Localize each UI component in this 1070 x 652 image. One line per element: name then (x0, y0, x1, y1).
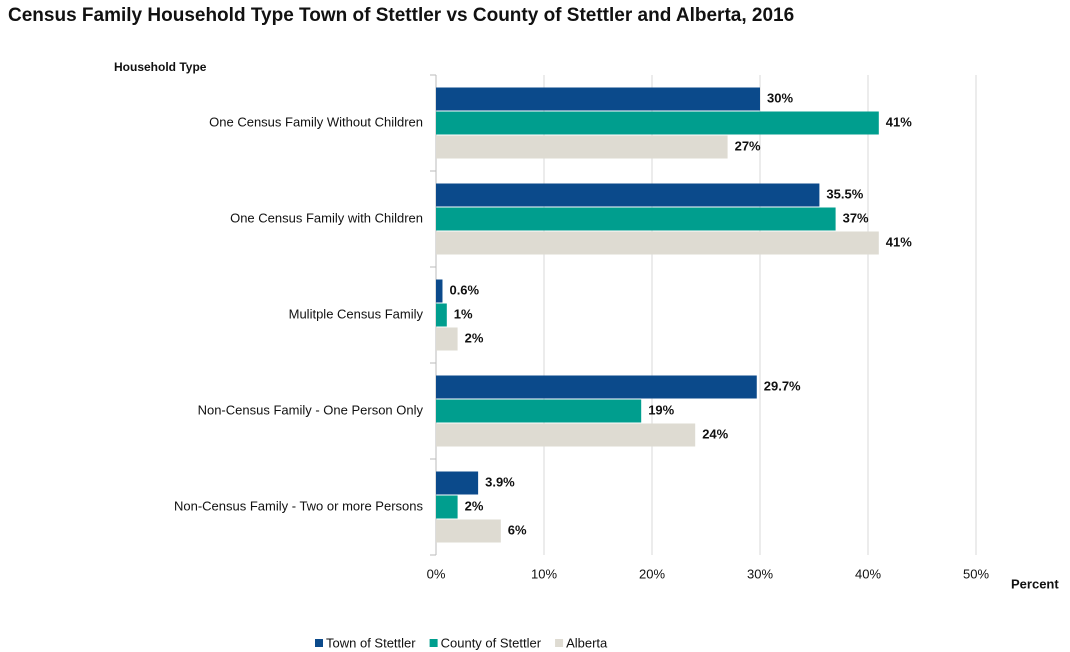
chart-title: Census Family Household Type Town of Ste… (8, 5, 794, 26)
data-label: 41% (886, 114, 912, 129)
data-label: 3.9% (485, 474, 515, 489)
legend-label: Alberta (566, 635, 608, 650)
bar (436, 303, 447, 327)
data-label: 0.6% (449, 282, 479, 297)
data-label: 29.7% (764, 378, 801, 393)
data-label: 30% (767, 90, 793, 105)
x-tick-label: 0% (427, 566, 446, 581)
bar (436, 111, 879, 135)
bar (436, 135, 728, 159)
bar (436, 231, 879, 255)
bar (436, 327, 458, 351)
data-label: 2% (465, 498, 484, 513)
legend-swatch (555, 639, 564, 647)
data-label: 37% (843, 210, 869, 225)
legend-label: County of Stettler (441, 635, 542, 650)
x-axis-title: Percent (1011, 576, 1059, 591)
y-tick-label: Non-Census Family - One Person Only (198, 402, 424, 417)
y-tick-label: One Census Family Without Children (209, 114, 423, 129)
data-label: 41% (886, 234, 912, 249)
bar (436, 519, 501, 543)
data-label: 19% (648, 402, 674, 417)
legend-label: Town of Stettler (326, 635, 416, 650)
y-tick-label: One Census Family with Children (230, 210, 423, 225)
bar (436, 375, 757, 399)
data-label: 24% (702, 426, 728, 441)
bar (436, 279, 443, 303)
bar (436, 495, 458, 519)
x-tick-label: 10% (531, 566, 557, 581)
bar (436, 399, 642, 423)
data-label: 6% (508, 522, 527, 537)
data-label: 27% (735, 138, 761, 153)
legend-swatch (315, 639, 323, 647)
x-tick-label: 30% (747, 566, 773, 581)
data-label: 35.5% (826, 186, 863, 201)
y-tick-label: Mulitple Census Family (289, 306, 424, 321)
bar (436, 423, 696, 447)
bar (436, 87, 760, 111)
x-tick-label: 20% (639, 566, 665, 581)
y-tick-label: Non-Census Family - Two or more Persons (174, 498, 424, 513)
bar (436, 471, 479, 495)
bar (436, 183, 820, 207)
x-tick-label: 50% (963, 566, 989, 581)
data-label: 1% (454, 306, 473, 321)
y-axis-title: Household Type (114, 60, 207, 74)
data-label: 2% (465, 330, 484, 345)
bar (436, 207, 836, 231)
x-tick-label: 40% (855, 566, 881, 581)
legend-swatch (429, 639, 438, 647)
